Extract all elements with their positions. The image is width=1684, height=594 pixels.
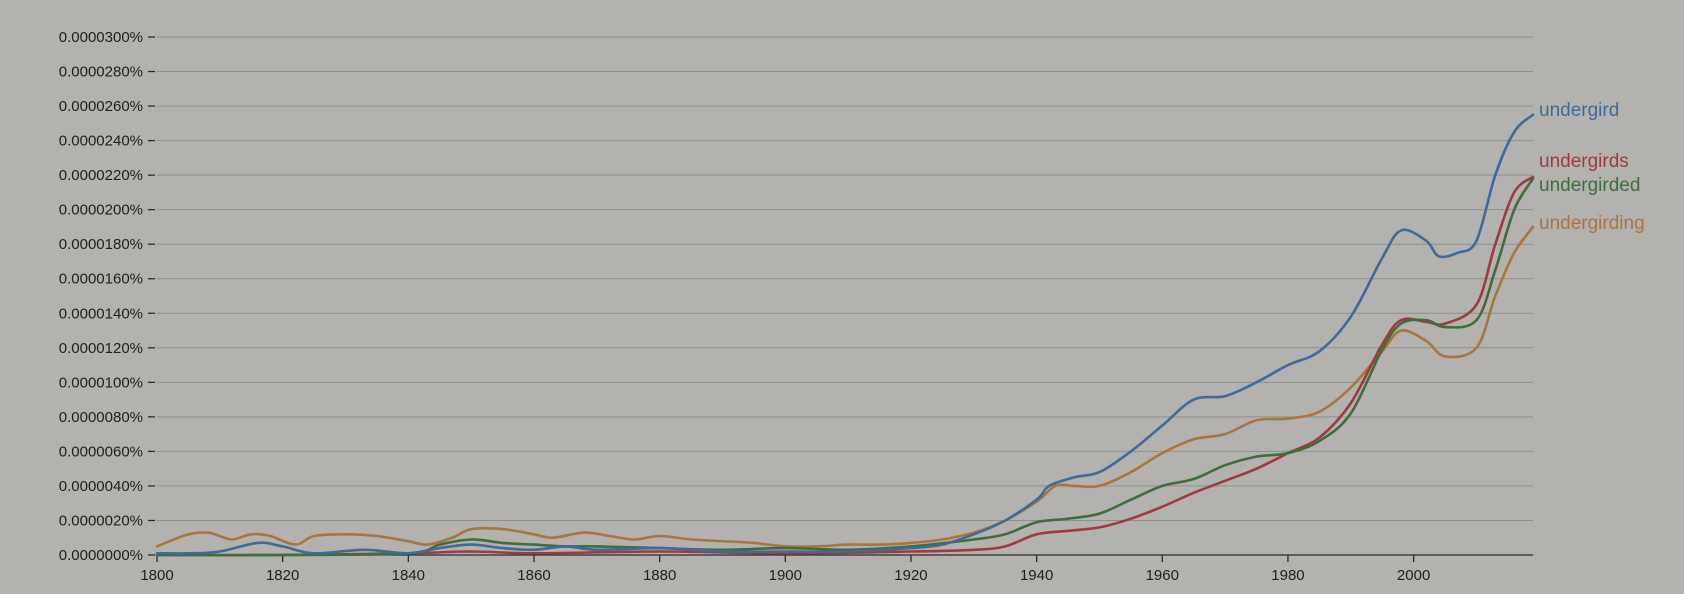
- y-axis: 0.0000000% 0.0000020% 0.0000040% 0.0000060%…: [59, 29, 155, 564]
- y-tick-label: 0.0000160%: [59, 271, 143, 288]
- series-line-undergirding[interactable]: [155, 225, 1535, 548]
- y-tick-label: 0.0000200%: [59, 202, 143, 219]
- x-tick-label: 2000: [1397, 567, 1430, 584]
- series-label-undergird[interactable]: undergird: [1539, 100, 1619, 121]
- series-label-undergirds[interactable]: undergirds: [1539, 151, 1629, 172]
- series-line-undergirded[interactable]: [155, 177, 1535, 557]
- x-axis: 1800 1820 1840 1860 1880 1900 1920 1940 1960 1980…: [140, 554, 1533, 584]
- y-tick-label: 0.0000060%: [59, 443, 143, 460]
- x-tick-label: 1940: [1020, 567, 1053, 584]
- x-tick-label: 1800: [140, 567, 173, 584]
- y-tick-label: 0.0000220%: [59, 167, 143, 184]
- y-tick-label: 0.0000020%: [59, 512, 143, 529]
- y-tick-label: 0.0000080%: [59, 409, 143, 426]
- series-label-undergirded[interactable]: undergirded: [1539, 175, 1640, 196]
- y-tick-label: 0.0000000%: [59, 547, 143, 564]
- x-tick-label: 1980: [1271, 567, 1304, 584]
- x-tick-label: 1900: [769, 567, 802, 584]
- series-label-undergirding[interactable]: undergirding: [1539, 213, 1645, 234]
- y-tick-label: 0.0000120%: [59, 340, 143, 357]
- grid-lines: [157, 36, 1533, 556]
- y-tick-label: 0.0000180%: [59, 236, 143, 253]
- series-labels: undergird undergirds undergirded undergirdi…: [1539, 100, 1645, 234]
- x-tick-label: 1880: [643, 567, 676, 584]
- x-tick-label: 1820: [266, 567, 299, 584]
- x-tick-label: 1860: [517, 567, 550, 584]
- y-tick-label: 0.0000300%: [59, 29, 143, 46]
- y-tick-label: 0.0000140%: [59, 305, 143, 322]
- y-tick-label: 0.0000100%: [59, 374, 143, 391]
- y-tick-label: 0.0000040%: [59, 478, 143, 495]
- series-lines: [155, 113, 1535, 557]
- series-line-undergirds[interactable]: [155, 175, 1535, 557]
- x-tick-label: 1840: [392, 567, 425, 584]
- x-tick-label: 1920: [894, 567, 927, 584]
- series-line-undergird[interactable]: [155, 113, 1535, 555]
- y-tick-label: 0.0000260%: [59, 98, 143, 115]
- y-tick-label: 0.0000280%: [59, 64, 143, 81]
- x-tick-label: 1960: [1146, 567, 1179, 584]
- y-tick-label: 0.0000240%: [59, 133, 143, 150]
